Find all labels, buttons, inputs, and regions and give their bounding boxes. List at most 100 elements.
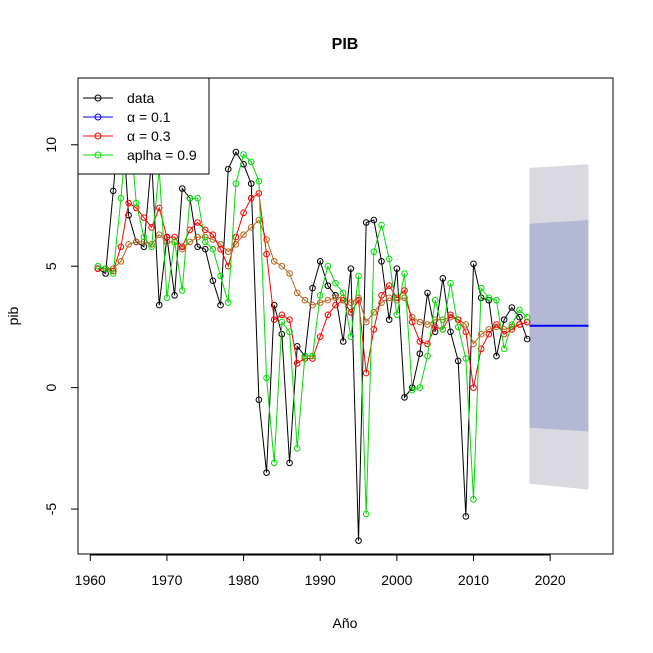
data-point <box>301 352 309 360</box>
data-point <box>286 270 293 277</box>
data-point <box>362 219 370 226</box>
data-point <box>293 360 301 367</box>
data-point <box>293 445 301 452</box>
data-point <box>408 386 416 394</box>
data-point <box>255 216 263 224</box>
data-point <box>370 326 378 333</box>
data-point <box>500 345 508 353</box>
data-point <box>94 265 102 272</box>
data-point <box>508 304 516 311</box>
data-point <box>462 321 470 328</box>
data-point <box>508 326 516 333</box>
data-point <box>163 233 171 241</box>
data-point <box>416 318 424 326</box>
data-point <box>309 284 316 292</box>
data-point <box>263 250 270 258</box>
data-point <box>385 294 393 302</box>
data-point <box>247 158 255 166</box>
legend-marker <box>94 113 102 121</box>
data-point <box>431 323 439 331</box>
data-point <box>362 318 370 326</box>
data-point <box>339 289 347 297</box>
legend-label: α = 0.1 <box>127 109 171 125</box>
x-tick-label: 1980 <box>228 572 259 588</box>
data-point <box>201 226 209 234</box>
data-point <box>424 289 431 297</box>
data-point <box>155 231 163 238</box>
data-point <box>217 245 224 253</box>
data-point <box>424 321 431 328</box>
data-point <box>194 219 201 226</box>
data-point <box>278 262 286 270</box>
series-line <box>97 98 528 541</box>
data-point <box>140 243 148 251</box>
data-point <box>148 243 155 251</box>
data-point <box>178 287 186 294</box>
data-point <box>339 338 347 345</box>
data-point <box>485 326 493 333</box>
x-tick-label: 2000 <box>381 572 412 588</box>
data-point <box>186 194 194 202</box>
data-point <box>270 301 278 309</box>
legend-entry: α = 0.3 <box>83 128 171 144</box>
data-point <box>339 296 347 304</box>
data-point <box>140 238 148 246</box>
data-point <box>247 194 255 202</box>
data-point <box>109 270 117 277</box>
x-tick-label: 1990 <box>305 572 336 588</box>
data-point <box>94 262 102 270</box>
legend-label: aplha = 0.9 <box>127 147 197 163</box>
data-point <box>439 326 447 333</box>
data-point <box>148 224 155 231</box>
data-point <box>232 241 240 248</box>
data-point <box>378 221 385 229</box>
y-axis-label: pib <box>5 306 21 325</box>
data-point <box>163 238 171 246</box>
data-point <box>178 243 186 251</box>
data-point <box>263 236 270 243</box>
data-point <box>109 187 117 195</box>
data-point <box>508 321 516 328</box>
data-point <box>493 352 500 360</box>
data-point <box>316 292 324 299</box>
data-point <box>324 262 332 270</box>
data-point <box>393 311 401 319</box>
data-point <box>378 258 385 265</box>
data-point <box>194 194 201 202</box>
data-point <box>401 270 408 277</box>
data-point <box>378 292 385 299</box>
data-point <box>347 265 355 272</box>
data-point <box>270 258 278 265</box>
forecast-layer <box>529 164 589 490</box>
data-point <box>477 284 485 292</box>
data-point <box>155 301 163 309</box>
data-point <box>516 321 523 328</box>
data-point <box>117 194 125 202</box>
data-point <box>270 459 278 467</box>
data-point <box>332 279 339 287</box>
legend-entry: data <box>83 90 154 106</box>
data-point <box>186 238 194 246</box>
legend-label: data <box>127 90 154 106</box>
data-point <box>209 277 217 285</box>
data-point <box>362 510 370 518</box>
data-point <box>140 233 148 241</box>
data-point <box>462 328 470 336</box>
data-point <box>316 258 324 265</box>
data-point <box>493 296 500 304</box>
data-point <box>500 316 508 323</box>
data-point <box>309 301 316 309</box>
data-point <box>240 209 247 217</box>
data-point <box>232 148 240 156</box>
data-point <box>385 316 393 323</box>
data-point <box>470 384 477 391</box>
data-point <box>263 374 270 382</box>
legend-box <box>77 77 210 175</box>
data-point <box>447 279 454 287</box>
data-point <box>102 270 109 277</box>
data-point <box>470 260 477 268</box>
data-point <box>347 333 355 340</box>
data-point <box>493 321 500 328</box>
data-point <box>240 231 247 238</box>
